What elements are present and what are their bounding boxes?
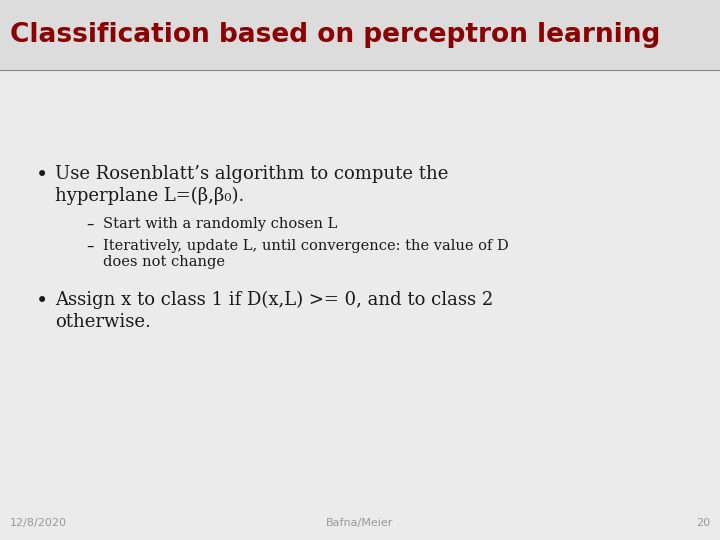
Text: –: –: [86, 239, 94, 254]
Text: •: •: [36, 291, 48, 311]
Text: Iteratively, update L, until convergence: the value of D: Iteratively, update L, until convergence…: [103, 239, 509, 253]
Text: 20: 20: [696, 518, 710, 528]
Text: Start with a randomly chosen L: Start with a randomly chosen L: [103, 217, 338, 231]
Text: does not change: does not change: [103, 255, 225, 269]
Text: 12/8/2020: 12/8/2020: [10, 518, 67, 528]
Text: Classification based on perceptron learning: Classification based on perceptron learn…: [10, 22, 660, 48]
Text: Assign x to class 1 if D(x,L) >= 0, and to class 2: Assign x to class 1 if D(x,L) >= 0, and …: [55, 291, 493, 309]
Text: •: •: [36, 165, 48, 185]
Text: Use Rosenblatt’s algorithm to compute the: Use Rosenblatt’s algorithm to compute th…: [55, 165, 449, 183]
Text: otherwise.: otherwise.: [55, 313, 151, 331]
Text: hyperplane L=(β,β₀).: hyperplane L=(β,β₀).: [55, 187, 244, 205]
Text: Bafna/Meier: Bafna/Meier: [326, 518, 394, 528]
Text: –: –: [86, 217, 94, 232]
Bar: [0, 0, 720, 70]
